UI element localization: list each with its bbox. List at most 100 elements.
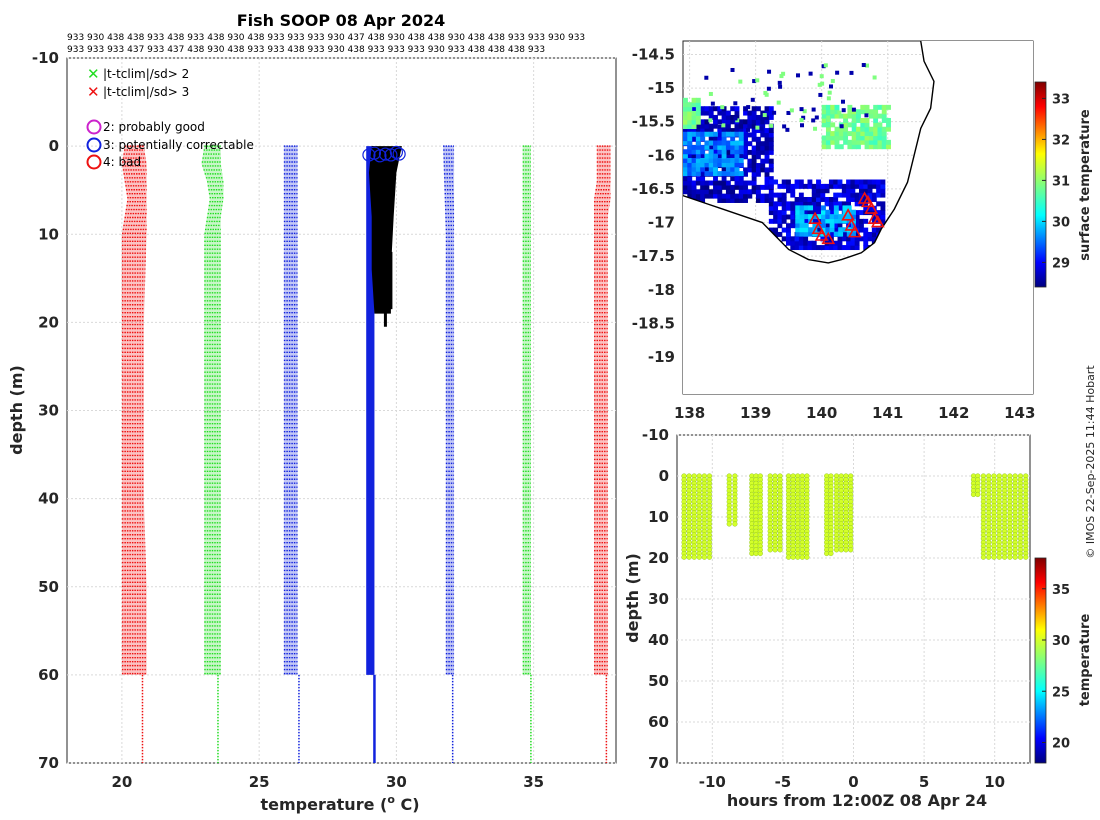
map-tick-labels: 138 139 140 141 142 143 -14.5 -15 -15.5 -16 -16.5 -… (632, 45, 1036, 422)
map-sst-cell (794, 236, 800, 242)
map-sst-cell (873, 109, 879, 115)
time-cast-point (828, 550, 834, 557)
map-sst-cell (823, 63, 828, 68)
map-sst-cell (846, 218, 852, 224)
map-sst-cell (880, 205, 886, 211)
map-sst-cell (786, 223, 791, 229)
map-sst-cell (825, 135, 831, 141)
map-sst-cell (683, 115, 688, 121)
map-sst-cell (811, 188, 817, 194)
map-sst-cell (755, 189, 761, 195)
time-cast-point (848, 547, 854, 553)
map-sst-cell (846, 214, 852, 220)
map-sst-cell (738, 180, 744, 186)
map-sst-cell (860, 126, 866, 132)
map-sst-cell (846, 245, 852, 251)
map-sst-cell (860, 104, 866, 110)
map-sst-cell (713, 136, 718, 142)
map-sst-cell (838, 113, 844, 119)
map-sst-cell (863, 231, 869, 237)
map-sst-cell (704, 162, 710, 168)
time-ytick-label: 20 (648, 549, 669, 567)
map-sst-cell (725, 166, 731, 172)
map-sst-cell (730, 106, 736, 112)
map-sst-cell (691, 144, 697, 150)
map-sst-cell (825, 139, 831, 145)
map-sst-cell (867, 192, 873, 198)
map-sst-cell (838, 144, 844, 150)
map-sst-cell (755, 163, 761, 169)
map-sst-cell (743, 128, 748, 134)
map-sst-cell (691, 162, 697, 168)
map-sst-cell (782, 124, 787, 129)
map-sst-cell (854, 179, 860, 185)
map-sst-cell (847, 139, 853, 145)
map-sst-cell (864, 117, 870, 123)
map-sst-cell (695, 162, 701, 168)
map-sst-cell (713, 166, 718, 172)
map-sst-cell (720, 105, 725, 110)
map-sst-cell (743, 154, 748, 160)
map-sst-cell (760, 132, 766, 138)
map-sst-cell (781, 183, 787, 189)
map-sst-cell (695, 102, 701, 108)
map-sst-cell (725, 144, 731, 150)
map-sst-cell (847, 122, 853, 128)
map-sst-cell (799, 231, 805, 237)
map-sst-cell (838, 135, 844, 141)
map-sst-cell (768, 158, 774, 164)
time-depth-panel: -10 -5 0 5 10 -10 0 10 20 30 40 50 60 70 depth (m) ho… (623, 426, 1093, 810)
map-sst-cell (747, 189, 753, 195)
map-sst-cell (725, 149, 731, 155)
map-sst-cell (833, 240, 839, 246)
map-sst-cell (867, 183, 873, 189)
map-sst-cell (856, 109, 861, 115)
map-sst-cell (743, 193, 748, 199)
map-sst-cell (687, 106, 693, 112)
map-sst-cell (759, 126, 764, 131)
time-ytick-label: 50 (648, 672, 669, 690)
map-sst-cell (687, 189, 693, 195)
map-sst-cell (847, 104, 853, 110)
time-cast-point (686, 554, 692, 560)
map-sst-cell (886, 126, 891, 132)
profile-legend: ✕ |t-tclim|/sd> 2 ✕ |t-tclim|/sd> 3 2: p… (86, 65, 254, 170)
map-sst-cell (860, 131, 866, 137)
map-sst-cell (790, 188, 796, 194)
map-sst-cell (821, 135, 827, 141)
time-cast (749, 473, 763, 557)
map-sst-cell (713, 119, 718, 125)
map-sst-cell (881, 109, 887, 115)
map-sst-cell (733, 101, 738, 106)
map-sst-cell (683, 97, 688, 103)
profile-data (121, 145, 611, 763)
map-sst-cell (713, 180, 718, 186)
map-sst-cell (725, 193, 731, 199)
map-sst-cell (828, 245, 834, 251)
map-sst-cell (700, 149, 706, 155)
map-sst-cell (730, 189, 736, 195)
map-sst-cell (850, 179, 856, 185)
map-sst-cell (777, 192, 783, 198)
time-ytick-label: 0 (659, 467, 669, 485)
map-sst-cell (803, 183, 809, 189)
map-sst-cell (868, 109, 874, 115)
map-sst-cell (747, 163, 753, 169)
map-sst-cell (799, 205, 805, 211)
map-sst-cell (821, 109, 827, 115)
map-sst-cell (708, 123, 714, 129)
map-sst-cell (691, 110, 697, 116)
map-sst-cell (695, 166, 701, 172)
map-sst-cell (851, 214, 856, 220)
map-panel: 138 139 140 141 142 143 -14.5 -15 -15.5 -16 -16.5 -… (632, 40, 1093, 422)
map-ytick-label: -18.5 (632, 314, 675, 332)
map-sst-cell (734, 157, 740, 163)
map-sst-cell (730, 157, 736, 163)
map-sst-cell (794, 240, 800, 246)
legend-marker-circle-blue (86, 137, 102, 153)
map-sst-cell (700, 180, 706, 186)
map-sst-cell (821, 104, 827, 110)
map-sst-cell (721, 119, 727, 125)
map-sst-cell (860, 122, 866, 128)
map-coastline (683, 41, 935, 264)
